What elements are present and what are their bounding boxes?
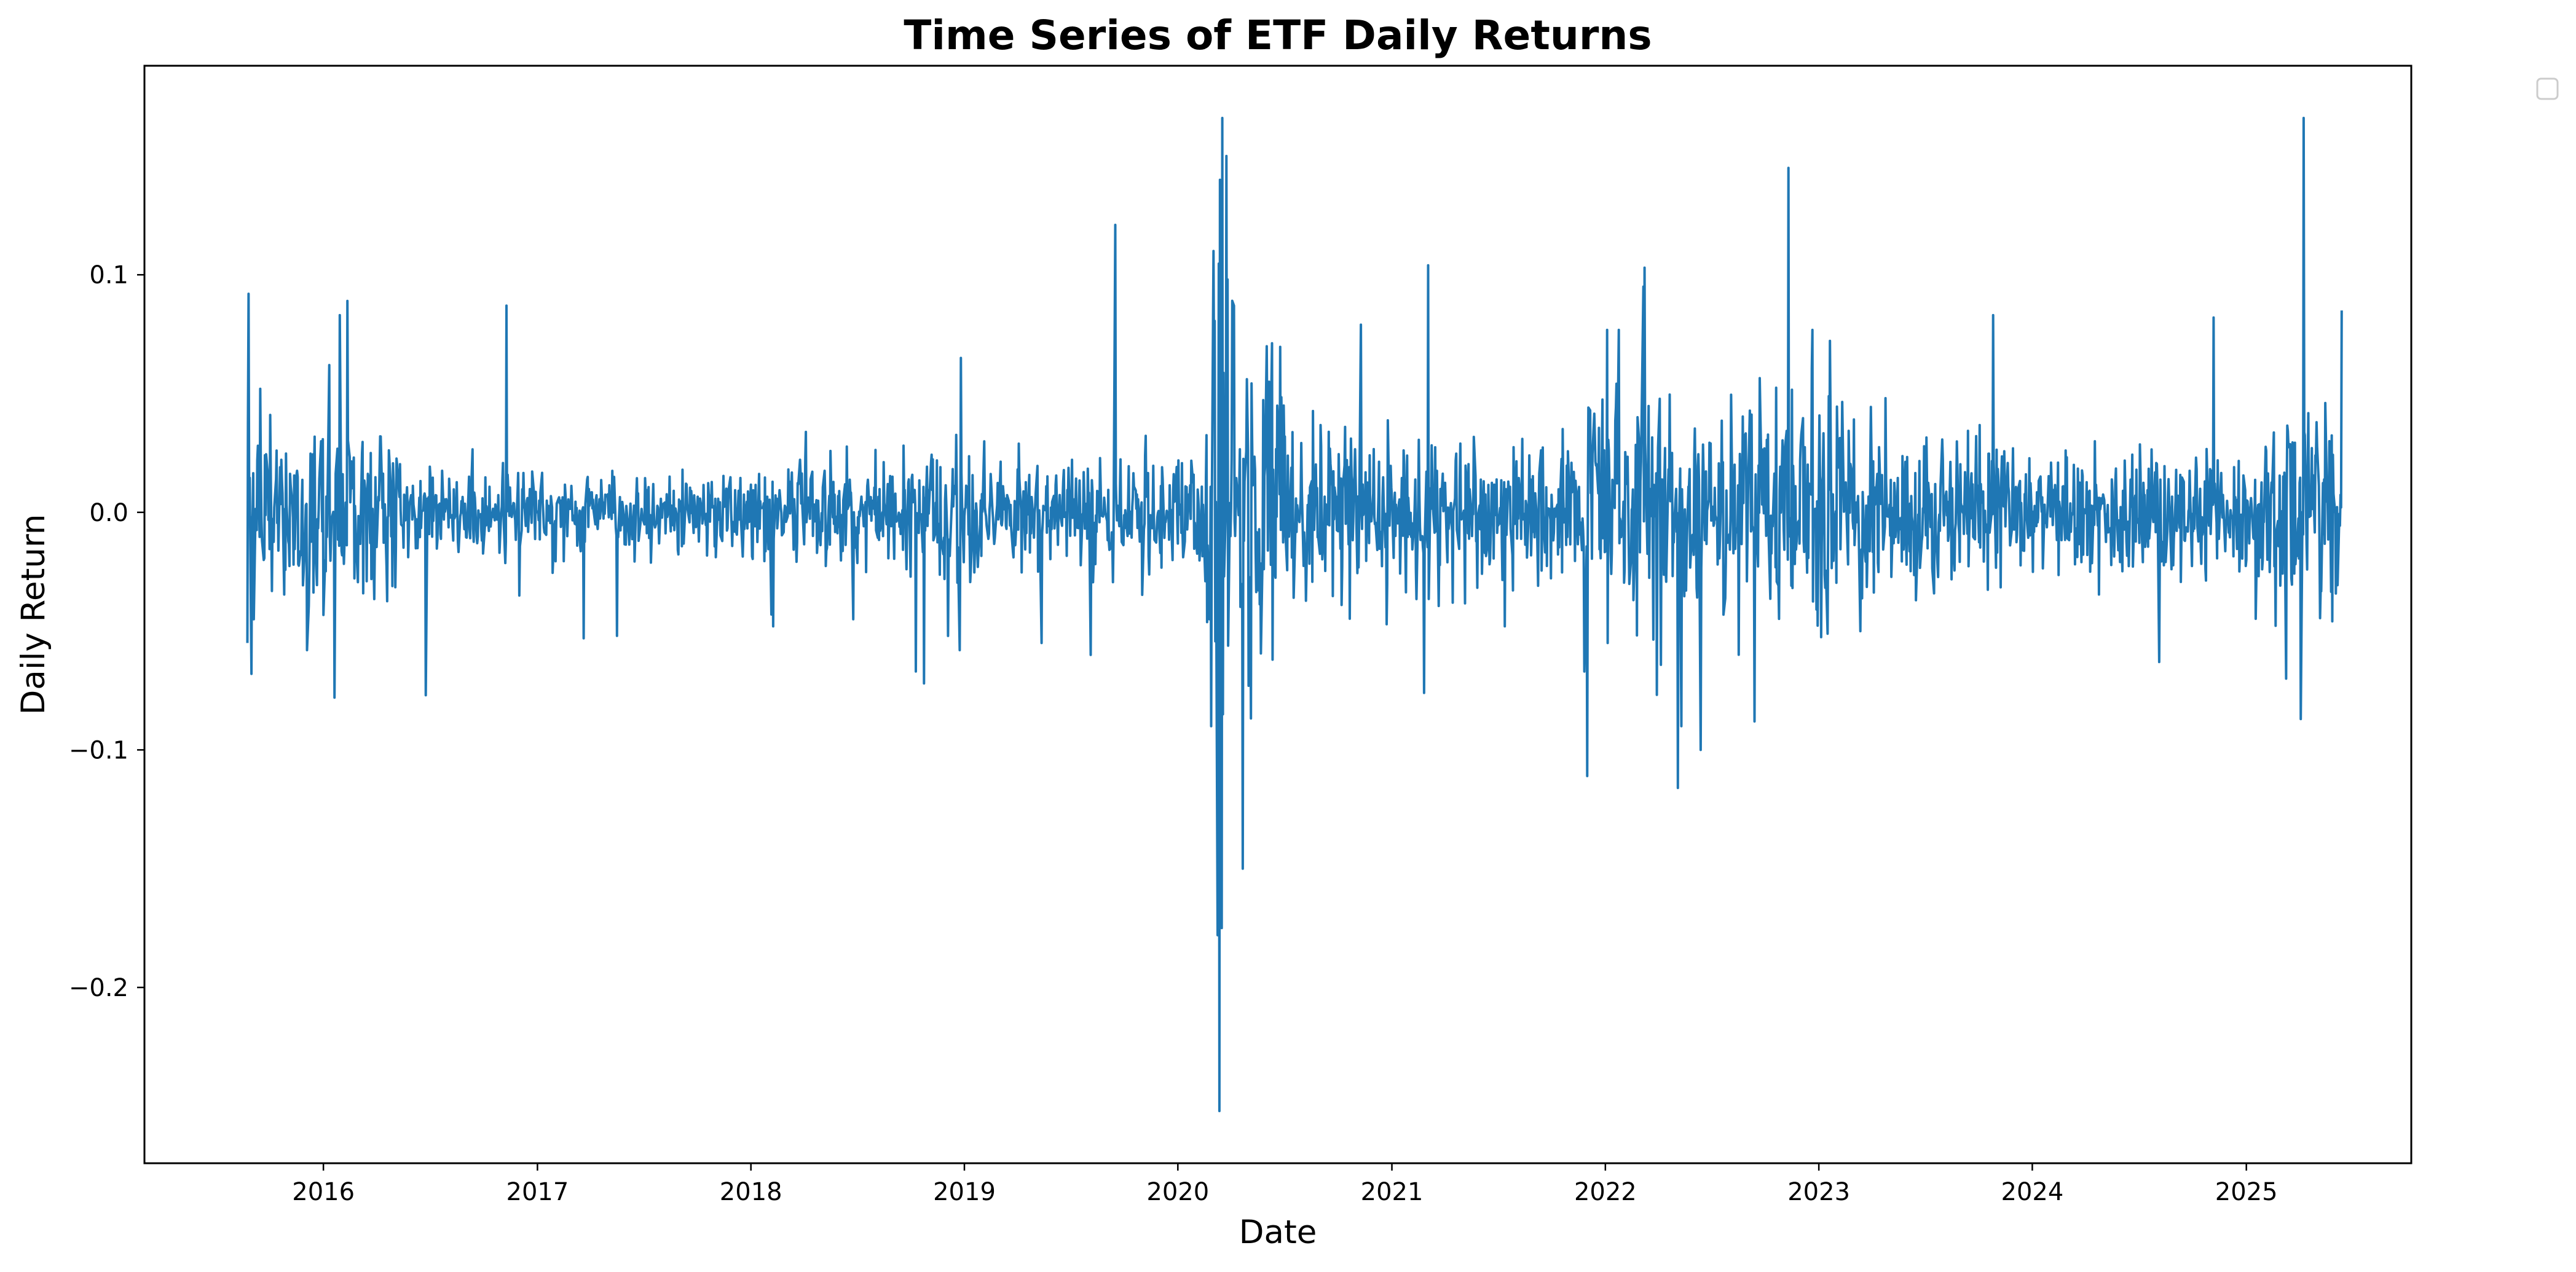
y-tick-label: −0.1	[69, 736, 128, 764]
x-tick-label: 2019	[933, 1178, 996, 1206]
x-tick-label: 2023	[1787, 1178, 1850, 1206]
x-tick-label: 2018	[720, 1178, 782, 1206]
x-tick-label: 2024	[2001, 1178, 2064, 1206]
series-layer	[246, 117, 2343, 1112]
x-tick-label: 2016	[292, 1178, 355, 1206]
x-tick-label: 2021	[1361, 1178, 1424, 1206]
y-tick-label: −0.2	[69, 974, 128, 1002]
chart-title: Time Series of ETF Daily Returns	[904, 12, 1652, 59]
x-tick-label: 2020	[1146, 1178, 1209, 1206]
y-axis-label: Daily Return	[15, 514, 52, 715]
y-tick-label: 0.1	[89, 261, 128, 289]
x-tick-label: 2025	[2215, 1178, 2278, 1206]
x-axis: 2016 2017 2018 2019 2020 2021 2022 2023 2024 2025	[292, 1163, 2278, 1206]
plot-frame	[143, 65, 2413, 1164]
y-axis: 0.1 0.0 −0.1 −0.2	[69, 261, 144, 1002]
plot-area	[143, 65, 2413, 1164]
legend-box	[2536, 77, 2559, 100]
x-tick-label: 2022	[1574, 1178, 1637, 1206]
x-axis-label: Date	[1239, 1214, 1317, 1251]
series-line-returns	[246, 117, 2343, 1112]
x-tick-label: 2017	[506, 1178, 569, 1206]
y-tick-label: 0.0	[89, 499, 128, 527]
